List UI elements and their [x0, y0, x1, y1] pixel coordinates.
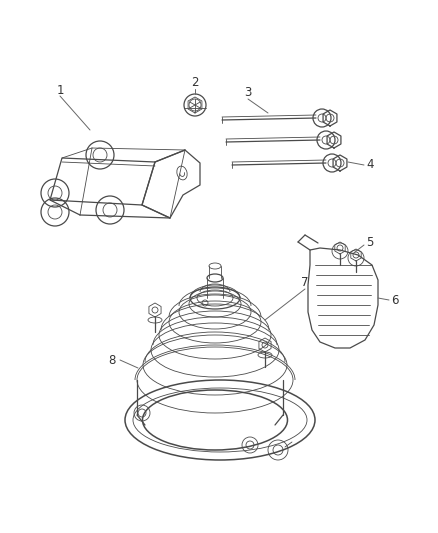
- Text: 5: 5: [366, 237, 374, 249]
- Text: 3: 3: [244, 86, 252, 100]
- Text: 1: 1: [56, 84, 64, 96]
- Text: 6: 6: [391, 294, 399, 306]
- Text: 2: 2: [191, 77, 199, 90]
- Text: 8: 8: [108, 353, 116, 367]
- Text: 4: 4: [366, 158, 374, 172]
- Text: 7: 7: [301, 277, 309, 289]
